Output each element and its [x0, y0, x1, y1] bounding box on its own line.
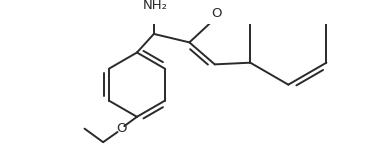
Text: O: O	[116, 122, 127, 135]
Text: O: O	[211, 7, 222, 20]
Text: NH₂: NH₂	[143, 0, 168, 12]
